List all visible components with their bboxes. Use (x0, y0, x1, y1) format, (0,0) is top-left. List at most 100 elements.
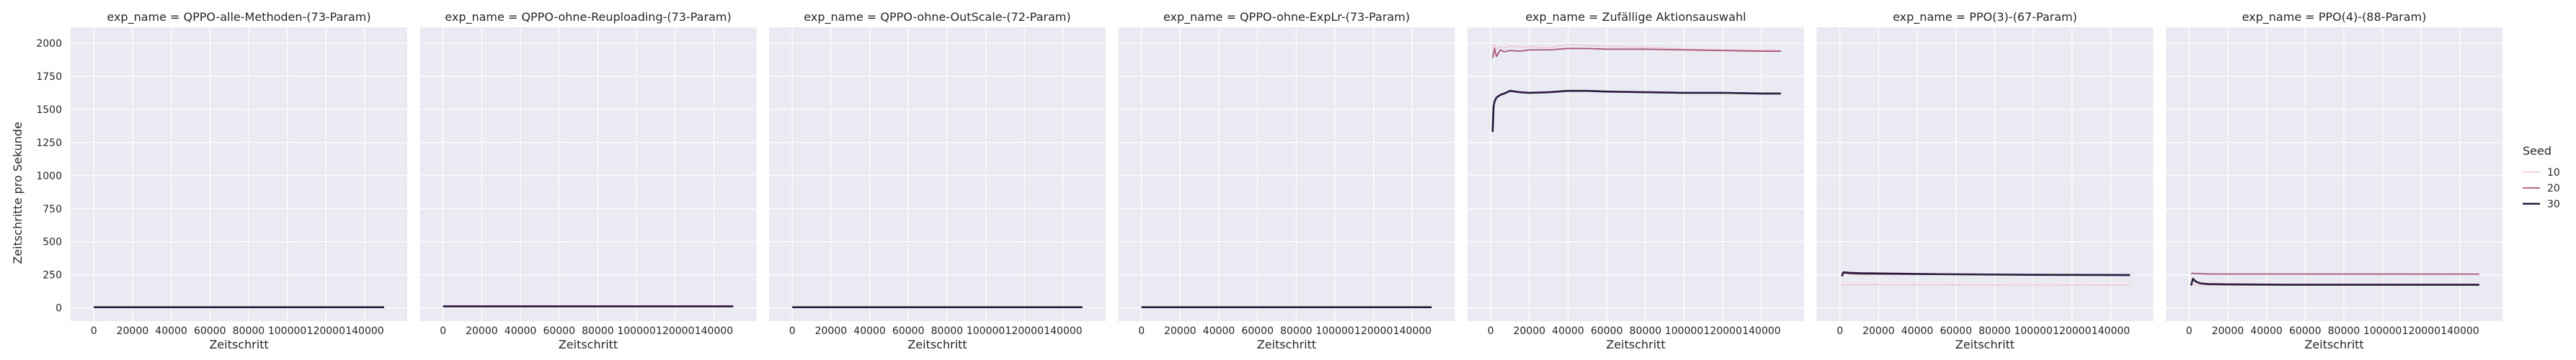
x-tick-label: 140000 (345, 325, 383, 337)
x-tick-label: 40000 (853, 325, 886, 337)
x-tick-label: 100000 (1665, 325, 1703, 337)
x-tick-label: 80000 (1280, 325, 1313, 337)
x-tick-label: 40000 (1552, 325, 1584, 337)
series-line-seed-30 (1491, 89, 1781, 132)
panel-background (769, 27, 1106, 321)
x-tick-label: 0 (789, 325, 796, 337)
x-tick-label: 100000 (967, 325, 1005, 337)
x-tick-label: 100000 (2014, 325, 2052, 337)
x-tick-label: 20000 (1164, 325, 1196, 337)
x-tick-label: 0 (440, 325, 446, 337)
x-tick-label: 140000 (695, 325, 733, 337)
x-tick-label: 0 (1488, 325, 1494, 337)
x-tick-label: 60000 (892, 325, 925, 337)
series-line-seed-10 (1841, 283, 2131, 287)
x-tick-label: 60000 (194, 325, 226, 337)
legend-label-20: 20 (2547, 183, 2560, 194)
x-tick-label: 100000 (617, 325, 655, 337)
panel-5: exp_name = Zufällige Aktionsauswahl 0 2000… (1467, 10, 1804, 351)
x-tick-label: 20000 (2212, 325, 2244, 337)
panel-1: exp_name = QPPO-alle-Methoden-(73-Param)… (36, 10, 407, 351)
panel-2: exp_name = QPPO-ohne-Reuploading-(73-Par… (419, 10, 757, 351)
series-line-seed-10 (1492, 44, 1781, 51)
legend-label-30: 30 (2547, 199, 2560, 210)
x-tick-label: 80000 (233, 325, 265, 337)
panel-7: exp_name = PPO(4)-(88-Param) 0 20000 40000 6… (2166, 10, 2502, 351)
legend-title: Seed (2523, 144, 2551, 158)
x-tick-label: 0 (91, 325, 97, 337)
panel-title: exp_name = PPO(4)-(88-Param) (2242, 10, 2427, 24)
x-tick-label: 140000 (2092, 325, 2130, 337)
y-tick-label: 0 (55, 303, 62, 315)
x-tick-label: 80000 (2328, 325, 2360, 337)
x-tick-label: 80000 (582, 325, 614, 337)
x-tick-label: 120000 (1704, 325, 1742, 337)
panel-title: exp_name = QPPO-ohne-Reuploading-(73-Par… (445, 10, 731, 24)
x-tick-label: 40000 (505, 325, 537, 337)
x-tick-label: 20000 (466, 325, 498, 337)
x-tick-label: 0 (1836, 325, 1843, 337)
x-tick-label: 20000 (117, 325, 149, 337)
x-tick-label: 60000 (1591, 325, 1623, 337)
x-tick-label: 140000 (1044, 325, 1082, 337)
panel-6: exp_name = PPO(3)-(67-Param) 0 20000 40000 6… (1816, 10, 2154, 351)
x-axis-label: Zeitschritt (1606, 338, 1665, 351)
series-line-seed-30 (1841, 271, 2131, 277)
panel-background (71, 27, 407, 321)
x-axis-label: Zeitschritt (209, 338, 268, 351)
x-tick-label: 120000 (656, 325, 694, 337)
x-tick-label: 120000 (1354, 325, 1393, 337)
x-tick-label: 60000 (1241, 325, 1274, 337)
x-axis-label: Zeitschritt (559, 338, 618, 351)
x-axis-label: Zeitschritt (907, 338, 967, 351)
x-tick-label: 120000 (2053, 325, 2091, 337)
panel-background (1467, 27, 1804, 321)
y-tick-label: 1000 (36, 171, 62, 182)
legend-items: 10 20 30 (2523, 167, 2560, 210)
x-tick-label: 20000 (815, 325, 848, 337)
x-tick-label: 80000 (931, 325, 964, 337)
x-axis-label: Zeitschritt (1955, 338, 2015, 351)
chart-panels: exp_name = QPPO-alle-Methoden-(73-Param)… (36, 10, 2502, 351)
y-axis-label: Zeitschritte pro Sekunde (11, 122, 25, 264)
x-tick-label: 40000 (1901, 325, 1934, 337)
x-tick-label: 100000 (268, 325, 306, 337)
x-tick-label: 100000 (2363, 325, 2402, 337)
panel-title: exp_name = QPPO-alle-Methoden-(73-Param) (107, 10, 370, 24)
y-tick-label: 1500 (36, 104, 62, 116)
legend: Seed 10 20 30 (2523, 144, 2560, 210)
x-tick-label: 60000 (1940, 325, 1972, 337)
panel-background (2166, 27, 2502, 321)
panel-background (1118, 27, 1455, 321)
y-tick-label: 500 (43, 237, 62, 248)
panel-title: exp_name = QPPO-ohne-ExpLr-(73-Param) (1163, 10, 1410, 24)
y-tick-label: 1250 (36, 138, 62, 149)
panel-background (419, 27, 757, 321)
x-tick-label: 0 (1138, 325, 1145, 337)
x-tick-label: 80000 (1978, 325, 2011, 337)
series-line-seed-20 (1492, 48, 1781, 58)
x-tick-label: 40000 (1203, 325, 1235, 337)
panel-title: exp_name = QPPO-ohne-OutScale-(72-Param) (804, 10, 1070, 24)
x-tick-label: 140000 (1742, 325, 1780, 337)
series-line-seed-30 (2190, 277, 2479, 286)
x-tick-label: 120000 (307, 325, 345, 337)
x-tick-label: 100000 (1315, 325, 1354, 337)
y-tick-label: 250 (43, 270, 62, 282)
x-tick-label: 20000 (1514, 325, 1546, 337)
x-axis-label: Zeitschritt (2304, 338, 2363, 351)
panel-title: exp_name = PPO(3)-(67-Param) (1893, 10, 2077, 24)
x-tick-label: 80000 (1630, 325, 1662, 337)
y-tick-label: 750 (43, 204, 62, 215)
panel-4: exp_name = QPPO-ohne-ExpLr-(73-Param) 0 20… (1118, 10, 1455, 351)
x-axis-label: Zeitschritt (1257, 338, 1316, 351)
x-tick-label: 20000 (1862, 325, 1895, 337)
x-tick-label: 60000 (543, 325, 575, 337)
legend-label-10: 10 (2547, 167, 2560, 179)
x-tick-label: 120000 (2402, 325, 2440, 337)
panel-title: exp_name = Zufällige Aktionsauswahl (1525, 10, 1746, 24)
x-tick-label: 0 (2186, 325, 2193, 337)
x-tick-label: 40000 (2250, 325, 2283, 337)
panel-background (1816, 27, 2154, 321)
